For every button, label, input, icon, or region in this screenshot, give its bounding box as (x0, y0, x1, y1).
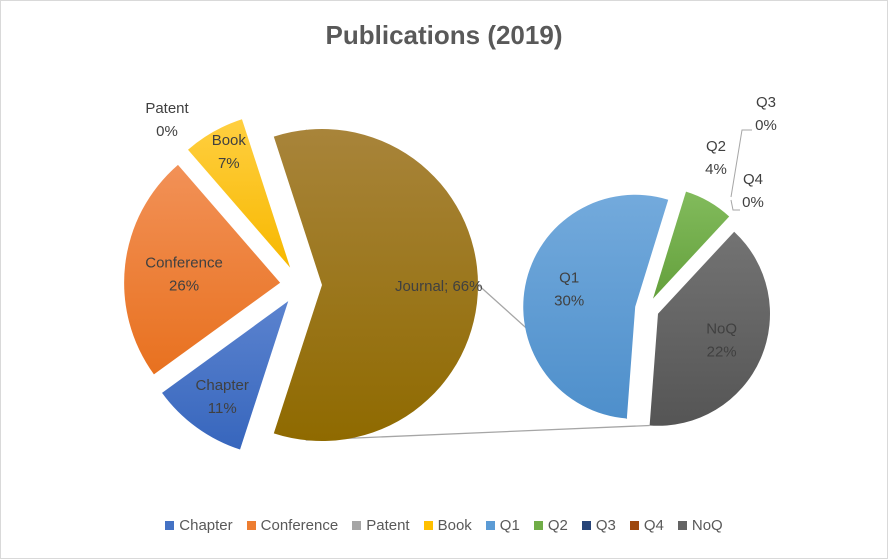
legend-label: Patent (366, 517, 410, 534)
slice-q1 (523, 194, 669, 419)
legend-label: Chapter (179, 517, 233, 534)
legend-label: Q2 (547, 517, 568, 534)
data-label-patent: Patent 0% (145, 100, 189, 140)
leader-line-q4 (730, 199, 740, 211)
legend-item-q2: Q2 (533, 517, 568, 534)
slice-q2 (653, 191, 730, 299)
data-label-book: Book 7% (212, 132, 247, 172)
legend-swatch (423, 521, 433, 530)
leader-line-q3 (730, 129, 752, 198)
legend-swatch (352, 521, 362, 530)
legend-swatch (533, 521, 543, 530)
legend-item-patent: Patent (352, 517, 410, 534)
data-label-q2: Q2 4% (705, 138, 727, 178)
data-label-q3: Q3 0% (755, 94, 777, 134)
legend-item-chapter: Chapter (165, 517, 233, 534)
legend-swatch (485, 521, 495, 530)
legend-swatch (246, 521, 256, 530)
slice-book (188, 119, 291, 268)
data-label-journal: Journal; 66% (395, 278, 483, 295)
legend-item-q4: Q4 (629, 517, 664, 534)
data-label-noq: NoQ 22% (706, 321, 737, 361)
chart-title: Publications (2019) (325, 20, 563, 50)
slice-conference (124, 164, 281, 375)
legend-swatch (677, 521, 687, 530)
legend-item-conference: Conference (246, 517, 339, 534)
data-label-q4: Q4 0% (742, 171, 764, 211)
legend-item-q3: Q3 (581, 517, 616, 534)
slice-noq (649, 231, 771, 426)
connector-line-bottom (305, 424, 650, 441)
legend-swatch (165, 521, 175, 530)
legend-swatch (629, 521, 639, 530)
legend-label: NoQ (691, 517, 723, 534)
legend-label: Conference (260, 517, 339, 534)
slice-chapter (162, 301, 289, 450)
legend-label: Q4 (643, 517, 664, 534)
legend-item-noq: NoQ (677, 517, 723, 534)
slice-journal (273, 128, 479, 441)
legend-label: Q1 (499, 517, 520, 534)
legend-swatch (581, 521, 591, 530)
legend-item-book: Book (423, 517, 472, 534)
data-label-conference: Conference 26% (145, 255, 223, 295)
chart-legend: Chapter Conference Patent Book Q1 Q2 Q3 Q4 NoQ (0, 517, 888, 534)
legend-item-q1: Q1 (485, 517, 520, 534)
legend-label: Book (437, 517, 472, 534)
legend-label: Q3 (595, 517, 616, 534)
data-label-q1: Q1 30% (554, 269, 584, 309)
data-label-chapter: Chapter 11% (196, 377, 249, 417)
